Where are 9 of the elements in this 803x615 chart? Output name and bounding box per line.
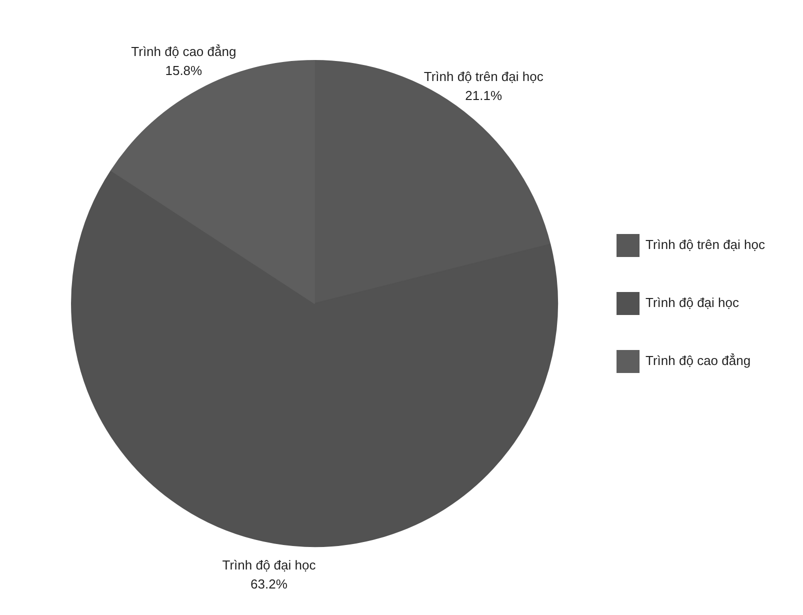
legend-label: Trình độ trên đại học bbox=[646, 237, 766, 252]
legend-label: Trình độ cao đẳng bbox=[646, 353, 751, 368]
data-label: 15.8% bbox=[165, 63, 203, 78]
slice-label: Trình độ đại học bbox=[222, 557, 316, 572]
data-label: 21.1% bbox=[465, 88, 502, 104]
data-label: 63.2% bbox=[250, 576, 288, 592]
slice-label: Trình độ trên đại học bbox=[424, 69, 544, 84]
legend-label: Trình độ đại học bbox=[646, 295, 740, 310]
slice-label: Trình độ cao đẳng bbox=[131, 44, 236, 60]
